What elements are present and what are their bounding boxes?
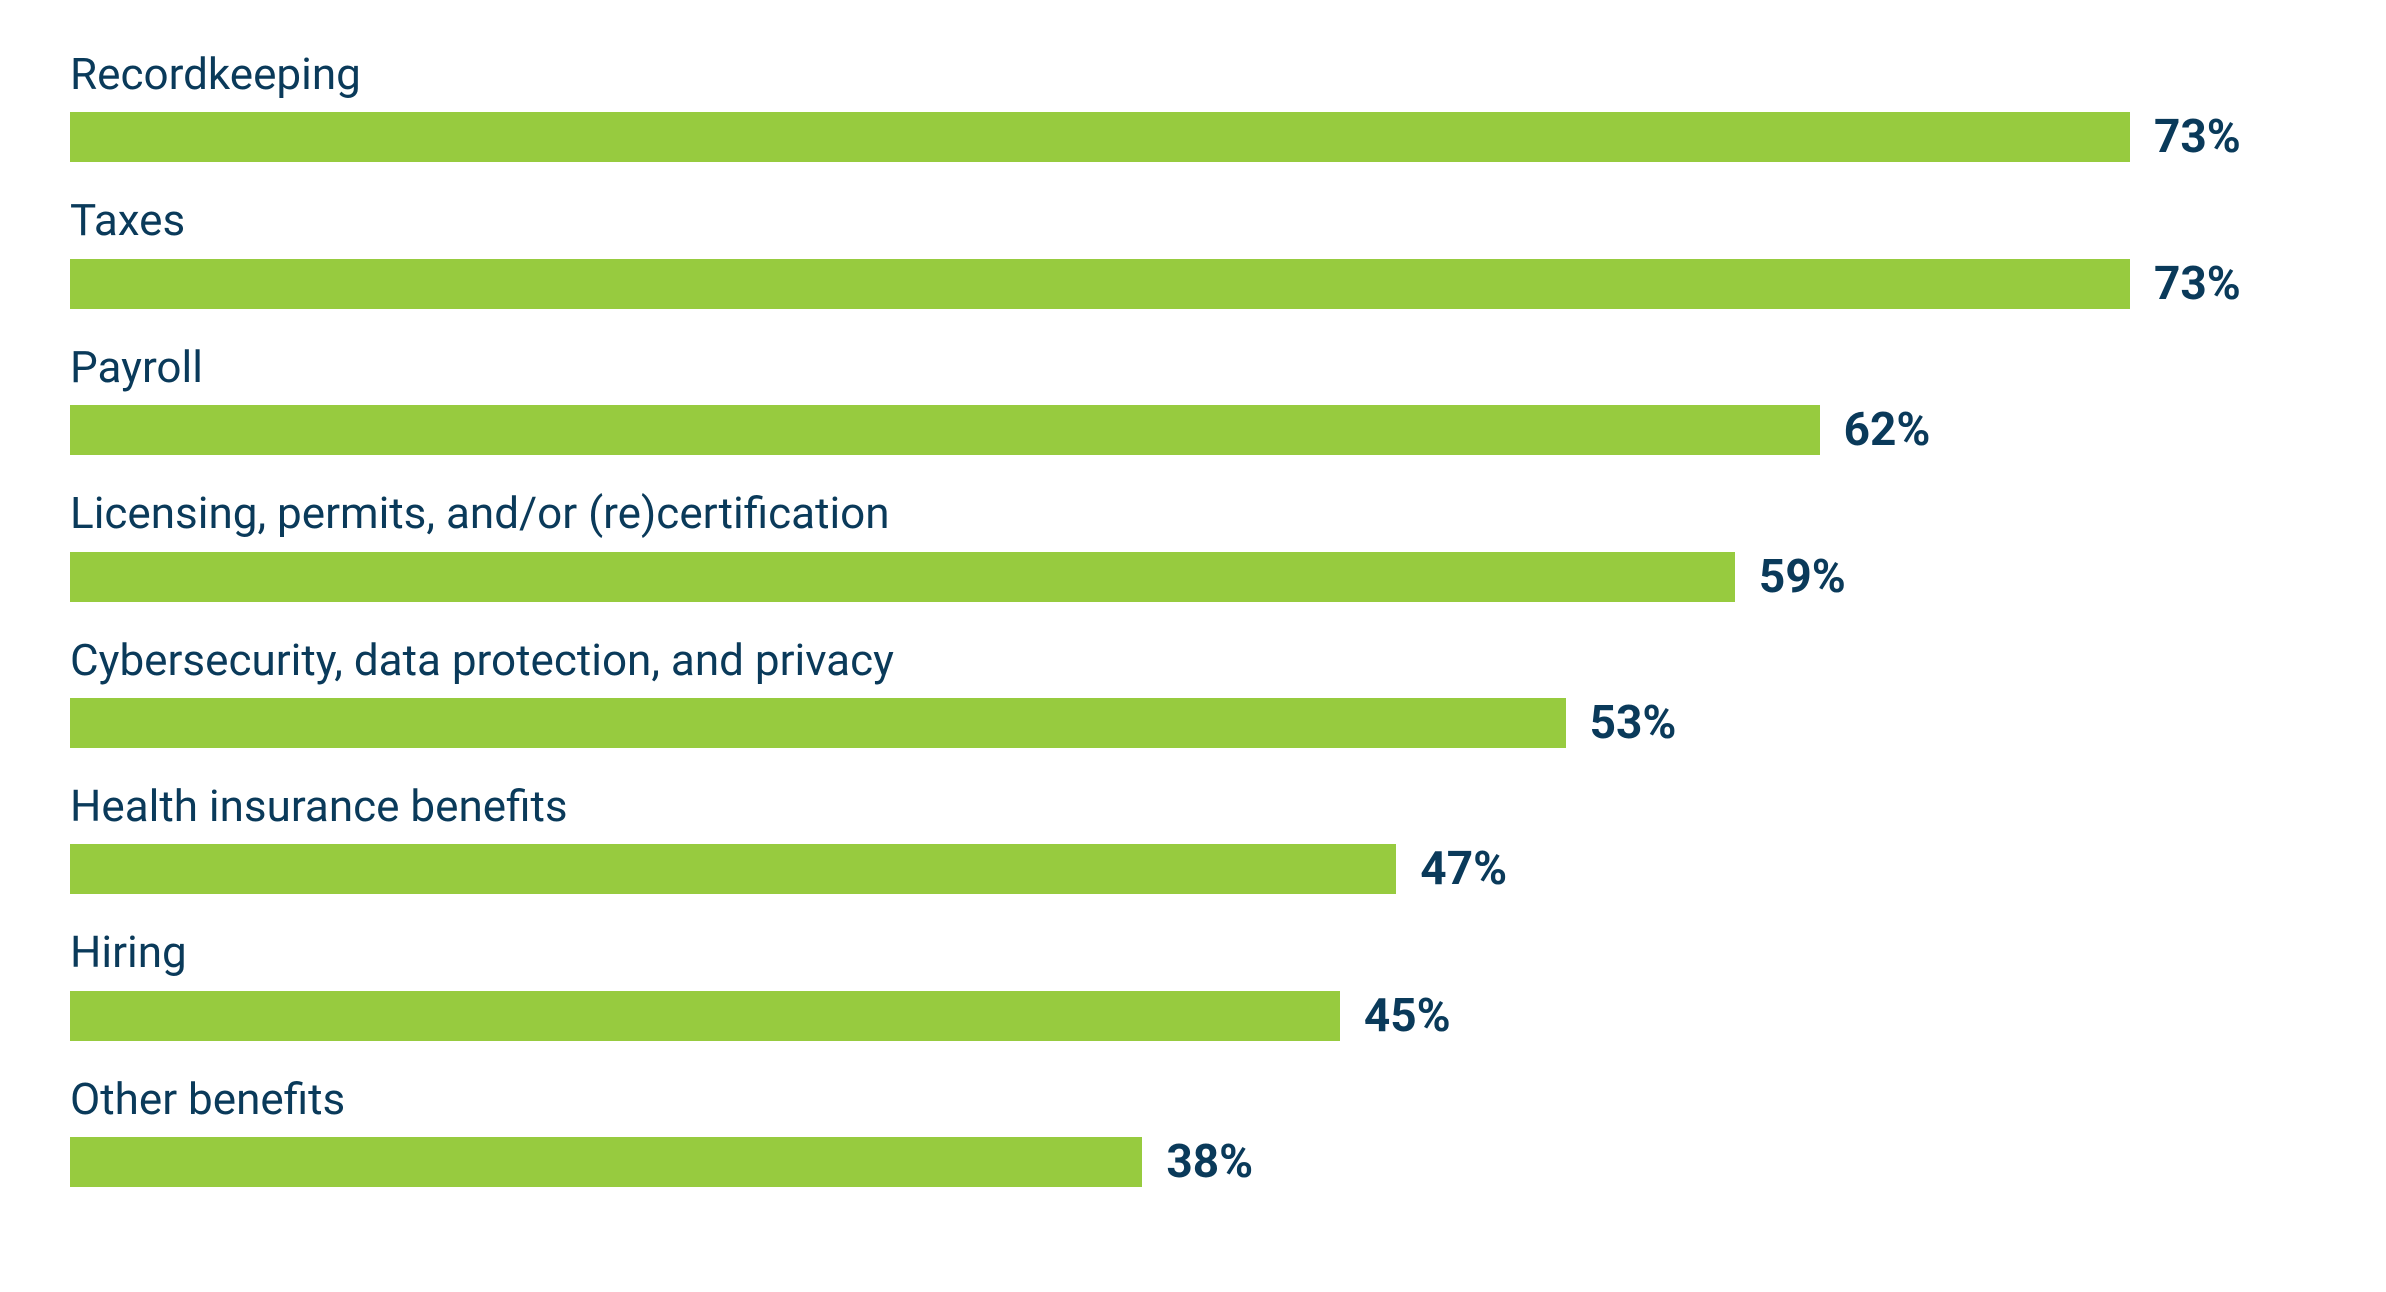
bar-wrapper: 45% xyxy=(70,989,2316,1043)
bar-label: Recordkeeping xyxy=(70,50,2316,98)
bar-label: Hiring xyxy=(70,928,2316,976)
bar xyxy=(70,552,1735,602)
bar-value: 47% xyxy=(1420,842,1507,896)
bar-row: Hiring 45% xyxy=(70,928,2316,1042)
bar-wrapper: 38% xyxy=(70,1135,2316,1189)
bar-label: Payroll xyxy=(70,343,2316,391)
bar-wrapper: 73% xyxy=(70,110,2316,164)
bar-row: Taxes 73% xyxy=(70,196,2316,310)
bar-value: 73% xyxy=(2154,110,2241,164)
bar-value: 45% xyxy=(1364,989,1451,1043)
bar-value: 73% xyxy=(2154,257,2241,311)
bar-value: 62% xyxy=(1844,403,1931,457)
bar-row: Recordkeeping 73% xyxy=(70,50,2316,164)
bar-wrapper: 53% xyxy=(70,696,2316,750)
bar-label: Other benefits xyxy=(70,1075,2316,1123)
bar-row: Other benefits 38% xyxy=(70,1075,2316,1189)
bar-wrapper: 59% xyxy=(70,550,2316,604)
bar-row: Cybersecurity, data protection, and priv… xyxy=(70,636,2316,750)
bar-wrapper: 73% xyxy=(70,257,2316,311)
bar xyxy=(70,698,1566,748)
bar-label: Cybersecurity, data protection, and priv… xyxy=(70,636,2316,684)
bar-row: Health insurance benefits 47% xyxy=(70,782,2316,896)
bar xyxy=(70,259,2130,309)
bar-row: Payroll 62% xyxy=(70,343,2316,457)
bar-value: 38% xyxy=(1166,1135,1253,1189)
bar xyxy=(70,1137,1142,1187)
bar-label: Licensing, permits, and/or (re)certifica… xyxy=(70,489,2316,537)
bar-value: 53% xyxy=(1590,696,1677,750)
bar xyxy=(70,991,1340,1041)
bar-label: Taxes xyxy=(70,196,2316,244)
bar xyxy=(70,405,1820,455)
bar-value: 59% xyxy=(1759,550,1846,604)
bar-label: Health insurance benefits xyxy=(70,782,2316,830)
bar xyxy=(70,844,1396,894)
bar-chart: Recordkeeping 73% Taxes 73% Payroll 62% … xyxy=(70,50,2316,1189)
bar-wrapper: 47% xyxy=(70,842,2316,896)
bar xyxy=(70,112,2130,162)
bar-row: Licensing, permits, and/or (re)certifica… xyxy=(70,489,2316,603)
bar-wrapper: 62% xyxy=(70,403,2316,457)
